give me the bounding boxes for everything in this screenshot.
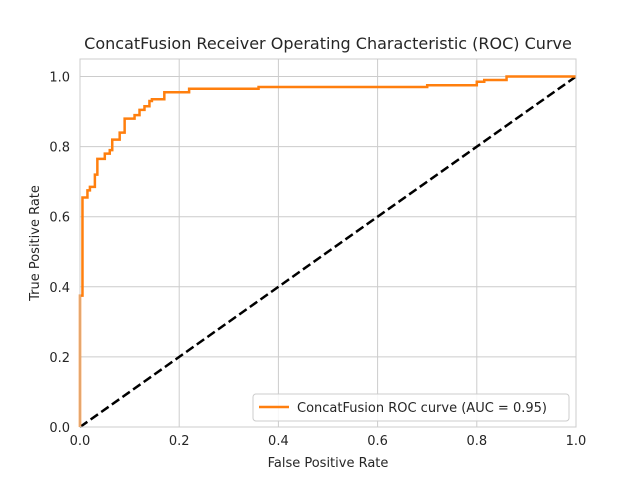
- chance-diagonal-line: [79, 75, 577, 429]
- x-axis-label: False Positive Rate: [268, 456, 389, 471]
- plot-frame: [79, 58, 577, 428]
- y-tick-label: 1.0: [49, 71, 70, 86]
- legend-box: [252, 393, 570, 422]
- x-tick-label: 0.8: [466, 434, 487, 449]
- y-tick-label: 0.6: [49, 211, 70, 226]
- roc-curve-line: [78, 75, 576, 427]
- x-tick-label: 0.6: [367, 434, 388, 449]
- y-tick-label: 0.0: [49, 421, 70, 436]
- y-tick-label: 0.4: [49, 281, 70, 296]
- grid-layer: [79, 59, 577, 428]
- x-tick-label: 0.2: [169, 434, 190, 449]
- y-tick-label: 0.2: [49, 351, 70, 366]
- x-tick-label: 0.4: [268, 434, 289, 449]
- x-tick-labels: 0.0 0.2 0.4 0.6 0.8 1.0: [70, 434, 587, 449]
- x-tick-label: 0.0: [70, 434, 91, 449]
- y-tick-labels: 0.0 0.2 0.4 0.6 0.8 1.0: [49, 71, 70, 436]
- y-tick-label: 0.8: [49, 141, 70, 156]
- legend-label-roc: ConcatFusion ROC curve (AUC = 0.95): [297, 401, 547, 416]
- y-axis-label: True Positive Rate: [28, 185, 43, 302]
- legend: ConcatFusion ROC curve (AUC = 0.95): [252, 393, 570, 422]
- x-tick-label: 1.0: [566, 434, 587, 449]
- plot-layer: [78, 75, 577, 429]
- chart-title: ConcatFusion Receiver Operating Characte…: [84, 34, 572, 53]
